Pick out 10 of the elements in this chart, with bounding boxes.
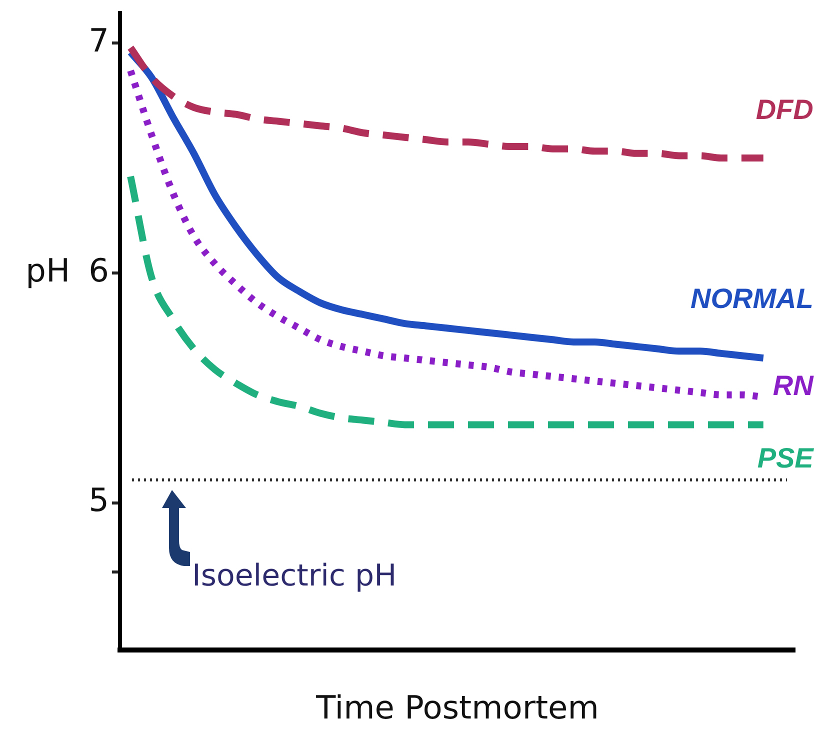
- series-label: RN: [772, 370, 814, 401]
- y-tick-label: 7: [88, 21, 109, 60]
- x-axis-title: Time Postmortem: [315, 688, 599, 726]
- y-tick-label: 6: [88, 251, 109, 290]
- ref-line-label: Isoelectric pH: [192, 558, 397, 594]
- series-label: DFD: [756, 94, 814, 125]
- y-axis-title: pH: [26, 251, 70, 290]
- series-label: NORMAL: [690, 282, 814, 314]
- y-tick-label: 5: [88, 481, 109, 520]
- series-label: PSE: [757, 442, 815, 474]
